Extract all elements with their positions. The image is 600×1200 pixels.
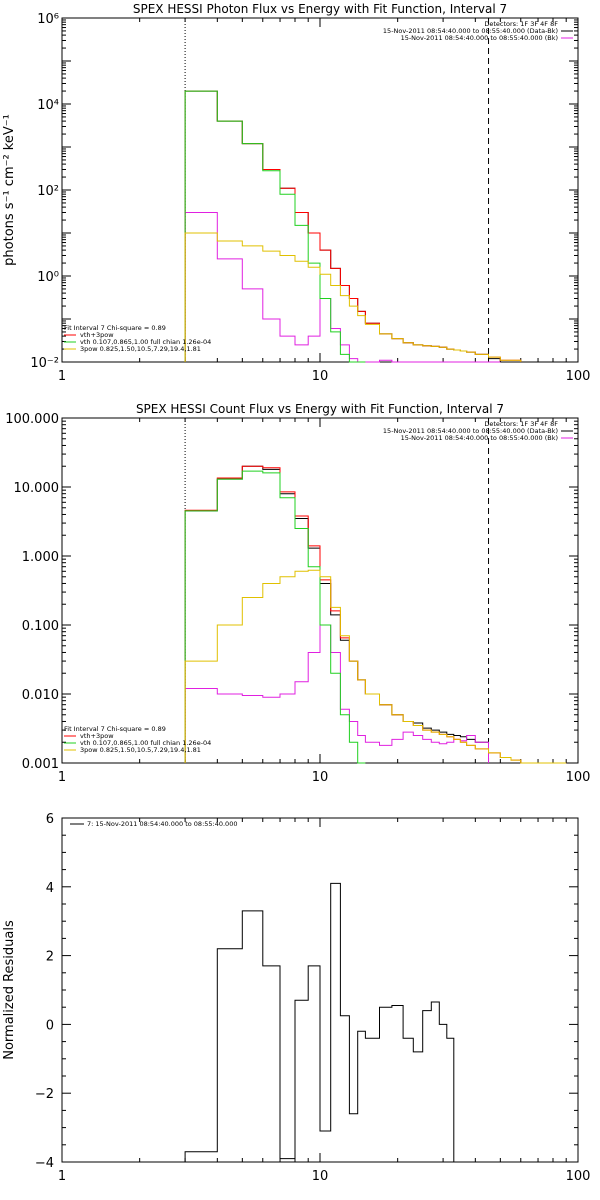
x-tick-label: 10 xyxy=(312,1169,329,1184)
x-axis: 1 10 100 xyxy=(58,18,591,384)
y-tick-label: 6 xyxy=(46,812,54,827)
y-tick-label: 10⁴ xyxy=(37,98,59,113)
legend-top: 7: 15-Nov-2011 08:54:40.000 to 08:55:40.… xyxy=(70,820,237,828)
y-tick-label: 4 xyxy=(46,881,54,896)
y-tick-label: 100.000 xyxy=(5,412,59,427)
x-tick-label: 1 xyxy=(58,770,66,785)
legend-entry: 3pow 0.825,1.50,10.5,7.29,19.4,1.81 xyxy=(80,345,201,353)
series-line xyxy=(184,882,455,1162)
y-tick-label: 10⁶ xyxy=(37,12,59,27)
x-tick-label: 10 xyxy=(312,369,329,384)
panels: SPEX HESSI Photon Flux vs Energy with Fi… xyxy=(2,2,590,1184)
legend-entry: 15-Nov-2011 08:54:40.000 to 08:55:40.000… xyxy=(383,427,558,435)
legend-entry: 3pow 0.825,1.50,10.5,7.29,19.4,1.81 xyxy=(80,746,201,754)
y-tick-label: 10⁰ xyxy=(37,270,59,285)
y-tick-label: 0.100 xyxy=(22,619,59,634)
series-line xyxy=(184,624,489,763)
legend-fit-info: Fit Interval 7 Chi-square = 0.89 xyxy=(64,324,166,332)
y-axis: 0.001 0.010 0.100 1.000 10.000 100.000 xyxy=(5,412,578,772)
y-tick-label: 2 xyxy=(46,950,54,965)
legend-fit-info: Fit Interval 7 Chi-square = 0.89 xyxy=(64,725,166,733)
chart-title: SPEX HESSI Photon Flux vs Energy with Fi… xyxy=(133,2,507,16)
y-tick-label: 0.001 xyxy=(22,757,59,772)
y-tick-label: 10.000 xyxy=(14,481,60,496)
y-tick-label: 0 xyxy=(46,1018,54,1033)
series-line xyxy=(184,212,501,363)
y-tick-label: −4 xyxy=(35,1156,54,1171)
legend-entry: vth+3pow xyxy=(80,732,114,740)
legend-entry: 7: 15-Nov-2011 08:54:40.000 to 08:55:40.… xyxy=(87,820,237,828)
legend-entry: 15-Nov-2011 08:54:40.000 to 08:55:40.000… xyxy=(401,34,558,42)
y-axis: 10⁻² 10⁰ 10² 10⁴ 10⁶ xyxy=(30,12,578,371)
chart-title: SPEX HESSI Count Flux vs Energy with Fit… xyxy=(136,402,504,416)
legend-entry: vth+3pow xyxy=(80,331,114,339)
legend-entry: 15-Nov-2011 08:54:40.000 to 08:55:40.000… xyxy=(383,27,558,35)
y-tick-label: 10⁻² xyxy=(30,356,59,371)
y-tick-label: 1.000 xyxy=(22,550,59,565)
legend-entry: Detectors: 1F 3F 4F 8F xyxy=(484,20,558,28)
residuals-panel: 1 10 100 −4 −2 0 2 4 6 Normalized Residuals 7: 15-… xyxy=(2,812,590,1184)
x-tick-label: 100 xyxy=(566,1169,591,1184)
series-line xyxy=(184,90,366,363)
x-tick-label: 1 xyxy=(58,1169,66,1184)
legend-entry: vth 0.107,0.865,1.00 full chian 1.26e-04 xyxy=(80,739,211,747)
series-line xyxy=(184,569,567,764)
legend-entry: Detectors: 1F 3F 4F 8F xyxy=(484,420,558,428)
series-line xyxy=(184,470,366,764)
legend-entry: vth 0.107,0.865,1.00 full chian 1.26e-04 xyxy=(80,338,211,346)
legend-bottom: Fit Interval 7 Chi-square = 0.89vth+3pow… xyxy=(64,324,211,353)
y-tick-label: 0.010 xyxy=(22,688,59,703)
x-axis: 1 10 100 xyxy=(58,418,591,785)
x-tick-label: 100 xyxy=(566,369,591,384)
legend-bottom: Fit Interval 7 Chi-square = 0.89vth+3pow… xyxy=(64,725,211,754)
x-tick-label: 10 xyxy=(312,770,329,785)
y-axis-label: Normalized Residuals xyxy=(2,920,17,1060)
x-tick-label: 1 xyxy=(58,369,66,384)
y-axis-label: photons s⁻¹ cm⁻² keV⁻¹ xyxy=(2,114,17,266)
y-tick-label: −2 xyxy=(35,1087,54,1102)
series-group xyxy=(184,465,567,764)
photon-flux-panel: SPEX HESSI Photon Flux vs Energy with Fi… xyxy=(2,2,590,384)
series-group xyxy=(184,90,522,363)
legend-entry: 15-Nov-2011 08:54:40.000 to 08:55:40.000… xyxy=(401,434,558,442)
y-tick-label: 10² xyxy=(37,184,59,199)
y-axis: −4 −2 0 2 4 6 xyxy=(35,812,578,1171)
series-line xyxy=(184,232,522,362)
series-group xyxy=(184,882,455,1162)
x-tick-label: 100 xyxy=(566,770,591,785)
count-flux-panel: SPEX HESSI Count Flux vs Energy with Fit… xyxy=(5,402,590,785)
